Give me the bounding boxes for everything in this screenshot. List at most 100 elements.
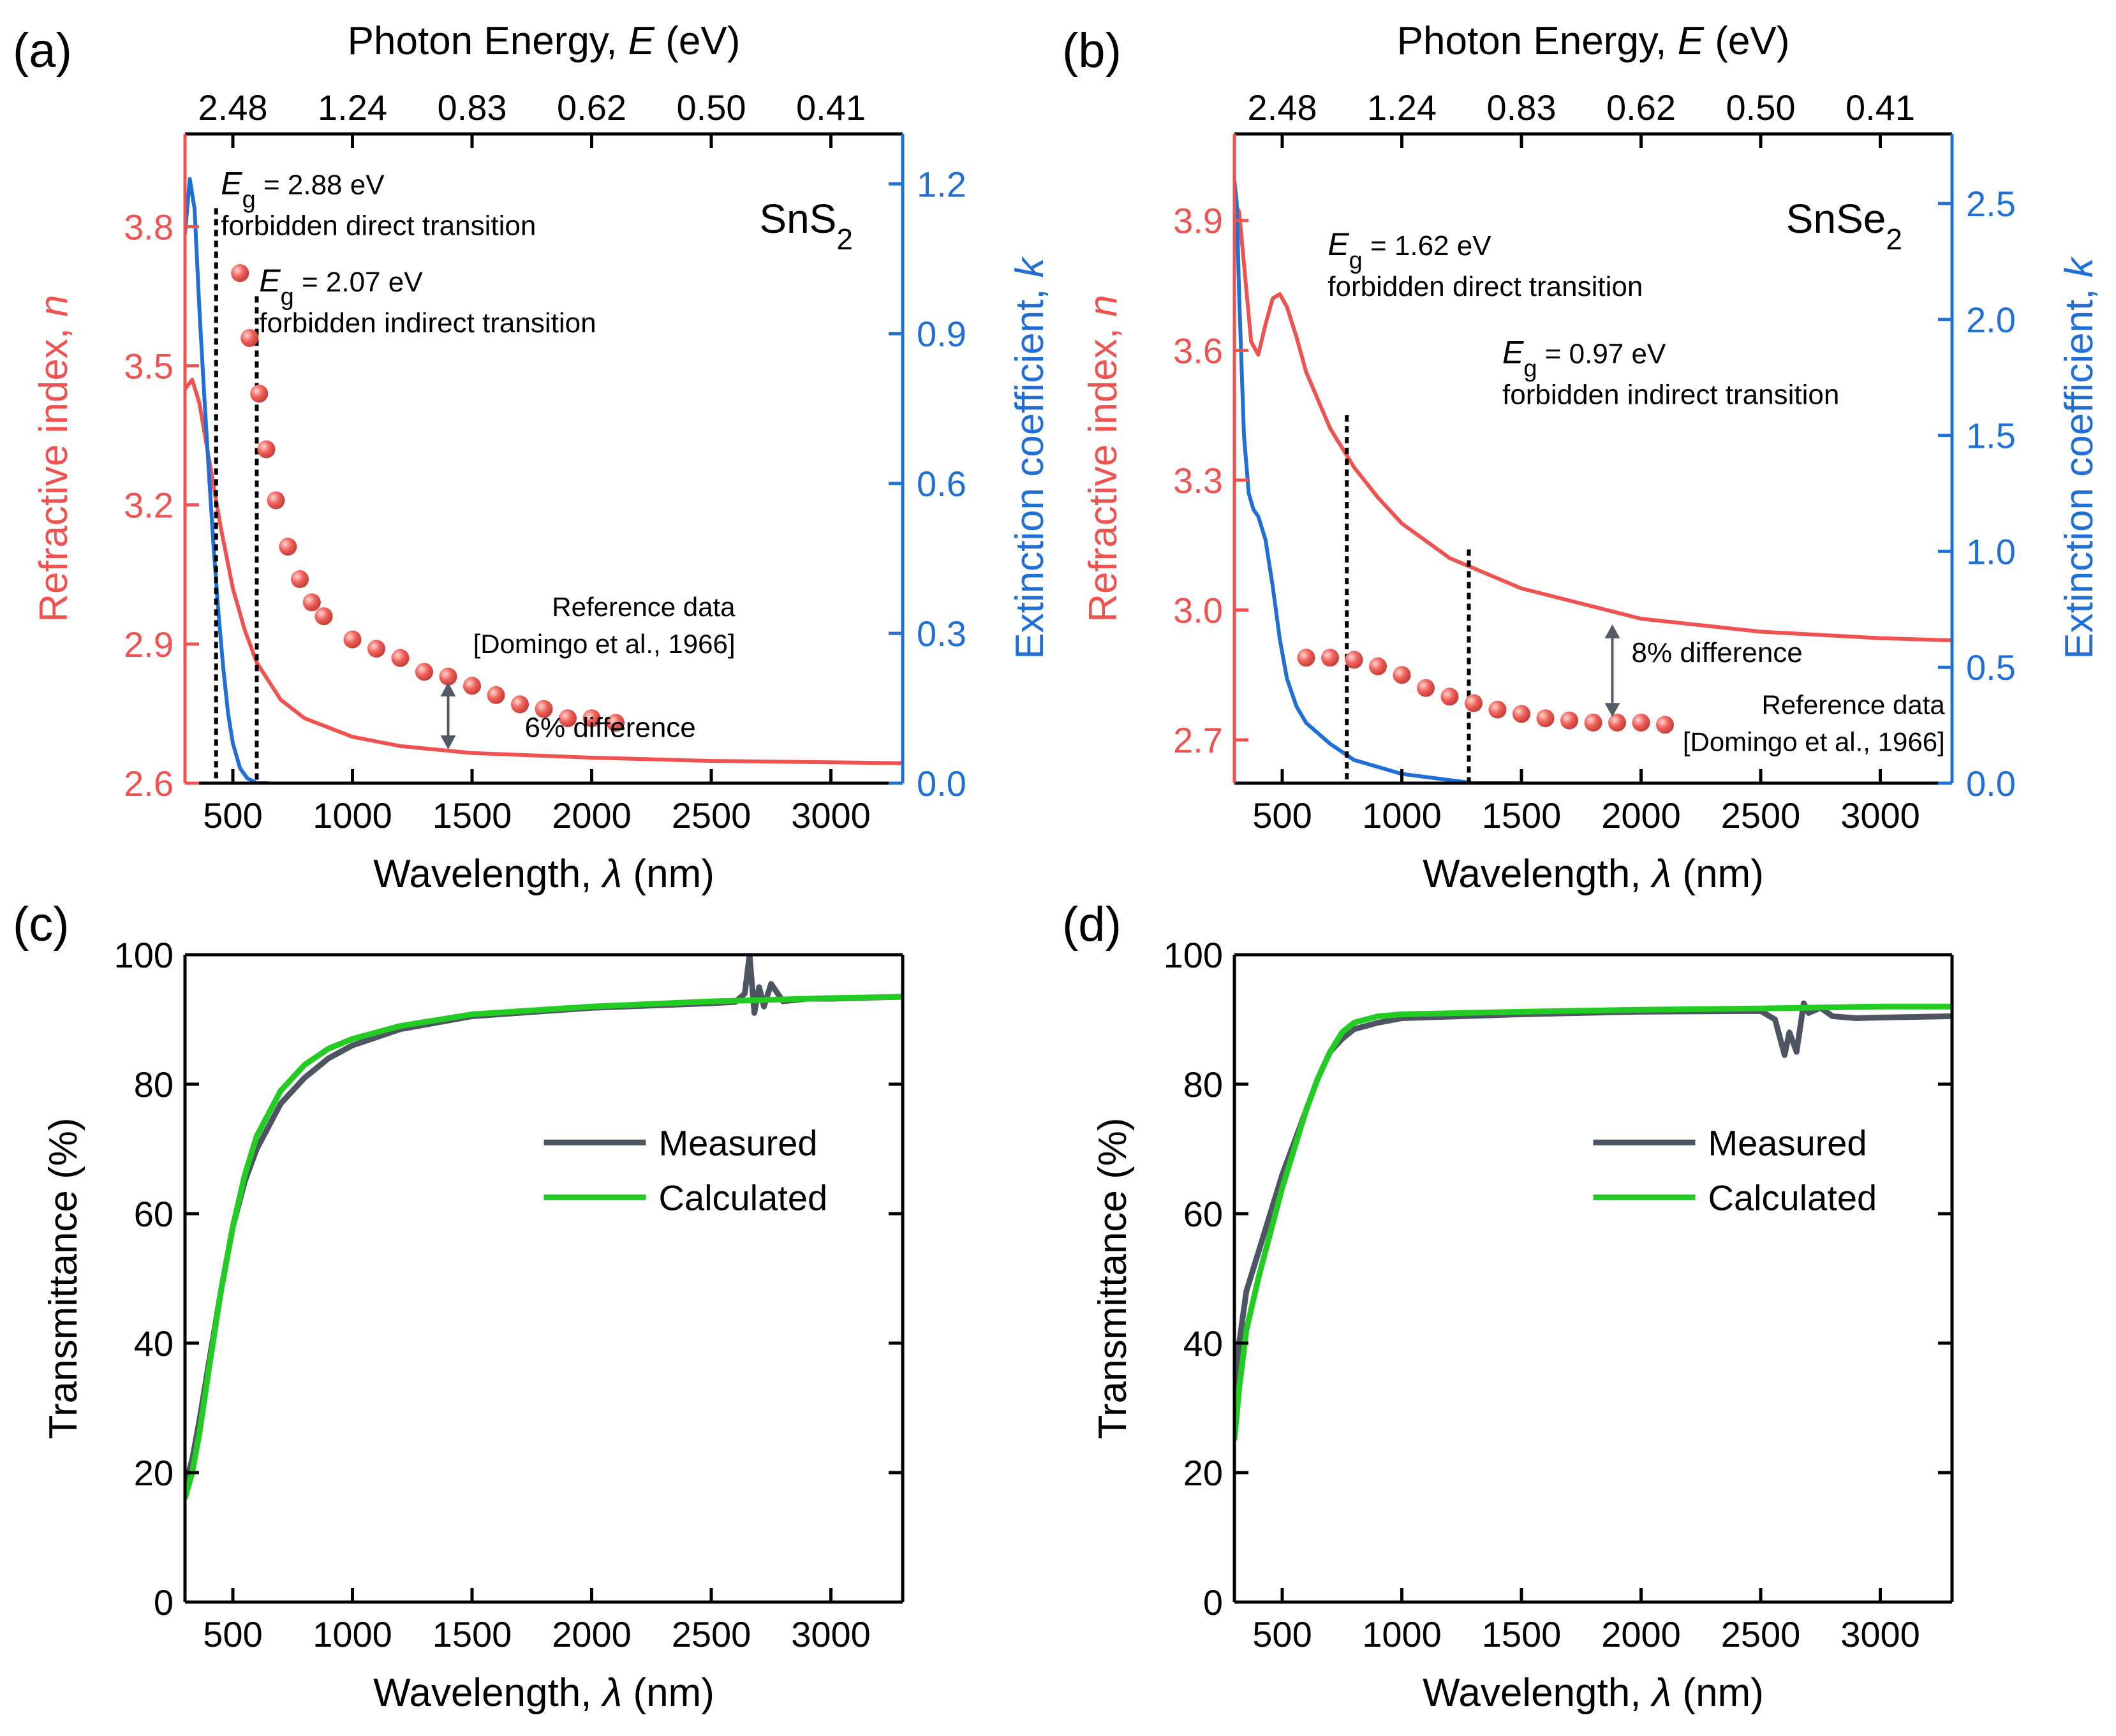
x-axis-title: Wavelength, λ (nm) [1423, 1671, 1764, 1715]
reference-point [250, 385, 269, 403]
difference-arrow-head [440, 682, 456, 697]
x-tick-label: 2500 [672, 795, 751, 835]
reference-point [367, 640, 385, 658]
x-tick-label: 1000 [1362, 795, 1442, 835]
reference-point [391, 649, 410, 667]
top-axis-title-part: (eV) [655, 19, 740, 63]
x-axis-title: Wavelength, λ (nm) [373, 852, 714, 896]
y-tick-label: 80 [1183, 1064, 1223, 1105]
y-right-axis-title-part: Extinction coefficient, [2057, 277, 2101, 659]
y-left-tick-label: 3.8 [124, 207, 174, 247]
eg-subscript: g [1349, 247, 1363, 274]
x-tick-label: 1500 [1482, 1614, 1562, 1654]
plot-area [1234, 180, 1952, 783]
bandgap-annotation-line2: forbidden indirect transition [1502, 379, 1839, 411]
reference-point [1465, 694, 1483, 712]
y-tick-label: 100 [1164, 935, 1223, 975]
x-axis-title-part: Wavelength, [1423, 852, 1652, 896]
reference-point [257, 440, 276, 459]
legend-label: Calculated [1708, 1177, 1877, 1217]
x-tick-label: 2000 [1601, 795, 1681, 835]
reference-point [1417, 679, 1435, 697]
y-left-axis-title: Refractive index, n [1081, 295, 1125, 622]
y-left-axis-title-part: Refractive index, [32, 317, 76, 622]
top-tick-label: 1.24 [1367, 87, 1437, 128]
top-axis-title-part: Photon Energy, [348, 19, 628, 63]
reference-point [1369, 657, 1387, 675]
y-axis-title: Transmittance (%) [41, 1117, 85, 1439]
reference-point [1656, 716, 1674, 734]
reference-point [1488, 700, 1507, 719]
reference-point [231, 264, 249, 283]
reference-point [291, 570, 309, 589]
x-axis-title: Wavelength, λ (nm) [373, 1671, 714, 1715]
reference-point [463, 677, 481, 695]
material-label: SnSe2 [1786, 196, 1902, 256]
reference-citation: [Domingo et al., 1966] [473, 629, 736, 659]
top-tick-label: 0.50 [1726, 87, 1796, 128]
eg-subscript: g [281, 284, 294, 311]
reference-point [279, 538, 297, 556]
reference-point [535, 700, 553, 718]
y-left-axis-title-part: Refractive index, [1081, 317, 1125, 622]
material-label-part: SnSe [1786, 196, 1886, 242]
x-axis-title-part: Wavelength, [1423, 1671, 1652, 1715]
x-axis-title: Wavelength, λ (nm) [1423, 852, 1764, 896]
panel-label-c: (c) [13, 897, 70, 952]
series-calculated [1234, 1003, 1952, 1441]
reference-point [1513, 705, 1530, 723]
y-left-tick-label: 3.6 [1173, 330, 1223, 371]
x-tick-label: 500 [203, 1614, 262, 1654]
difference-arrow-head [440, 735, 456, 750]
legend-label: Measured [1708, 1122, 1867, 1163]
difference-arrow-head [1604, 624, 1620, 638]
top-axis-title-part: E [628, 19, 655, 63]
y-right-tick-label: 2.5 [1966, 184, 2016, 224]
y-right-axis-title-part: Extinction coefficient, [1008, 277, 1052, 659]
y-left-tick-label: 3.9 [1173, 201, 1223, 241]
y-right-tick-label: 2.0 [1966, 300, 2016, 340]
reference-point [1560, 711, 1578, 730]
eg-subscript: g [1523, 356, 1537, 383]
x-tick-label: 2000 [552, 795, 632, 835]
material-label-part: 2 [1886, 223, 1902, 256]
y-right-tick-label: 0.6 [917, 464, 966, 504]
eg-subscript: g [242, 187, 256, 214]
reference-point [1321, 649, 1339, 667]
reference-point [1536, 709, 1555, 728]
x-axis-title-part: λ [1650, 852, 1672, 896]
bandgap-annotation: Eg = 2.88 eV [221, 166, 385, 214]
reference-point [1608, 713, 1626, 732]
reference-point [1440, 688, 1459, 706]
legend-label: Measured [659, 1122, 818, 1163]
y-right-tick-label: 0.3 [917, 614, 966, 654]
n-curve [1234, 202, 1952, 643]
material-label: SnS2 [759, 196, 853, 256]
y-tick-label: 40 [134, 1323, 174, 1364]
y-right-tick-label: 1.2 [917, 164, 966, 204]
x-tick-label: 500 [1252, 1614, 1312, 1654]
reference-point [1345, 651, 1363, 669]
panel-label-b: (b) [1062, 24, 1121, 78]
y-right-tick-label: 0.0 [1966, 763, 2016, 804]
reference-citation: [Domingo et al., 1966] [1683, 726, 1945, 756]
material-label-part: SnS [759, 196, 836, 242]
y-left-tick-label: 3.0 [1173, 591, 1223, 631]
top-tick-label: 0.50 [677, 87, 746, 128]
reference-point [302, 593, 321, 612]
difference-label: 8% difference [1632, 637, 1803, 668]
top-axis-title: Photon Energy, E (eV) [348, 19, 741, 63]
x-axis-title-part: λ [601, 1671, 623, 1715]
eg-value: = 0.97 eV [1537, 339, 1666, 370]
top-tick-label: 0.83 [438, 87, 507, 128]
y-right-tick-label: 0.0 [917, 763, 966, 804]
reference-point [439, 667, 457, 686]
eg-symbol: E [259, 263, 281, 298]
y-tick-label: 60 [134, 1194, 174, 1234]
y-tick-label: 40 [1183, 1323, 1223, 1364]
plot-area [1234, 1000, 1952, 1441]
x-tick-label: 3000 [1840, 795, 1920, 835]
x-axis-title-part: Wavelength, [373, 852, 603, 896]
x-tick-label: 3000 [791, 795, 871, 835]
